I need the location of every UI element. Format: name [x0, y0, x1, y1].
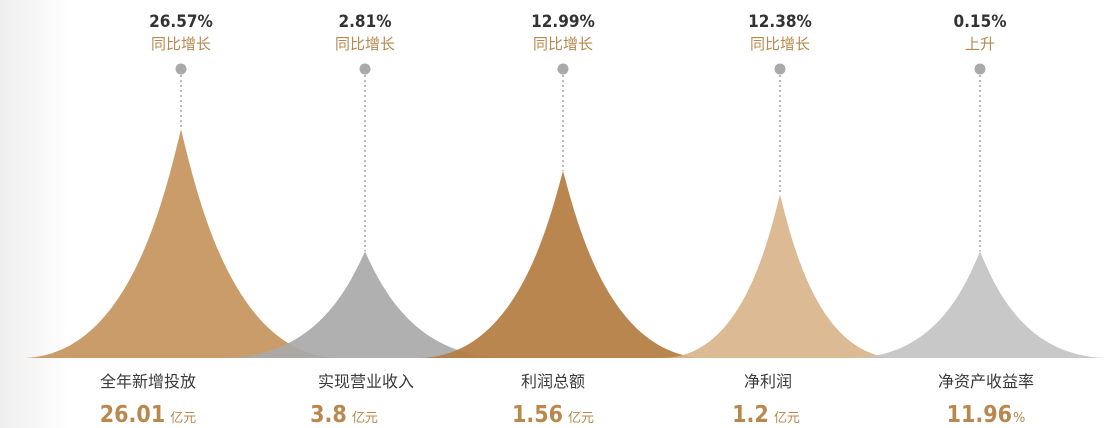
change-text-1: 同比增长: [151, 35, 211, 53]
metric-unit-2: 亿元: [352, 411, 378, 426]
change-text-2: 同比增长: [335, 35, 395, 53]
metric-number-2: 3.8: [310, 402, 347, 428]
change-text-4: 同比增长: [750, 35, 810, 53]
peak-area-2: [222, 251, 508, 358]
metric-label-1: 全年新增投放: [100, 372, 196, 391]
peak-area-3: [418, 170, 708, 358]
change-value-5: 0.15%: [953, 12, 1006, 32]
metric-number-1: 26.01: [100, 402, 165, 428]
metric-number-5: 11.96: [947, 402, 1012, 428]
metric-unit-3: 亿元: [568, 411, 594, 426]
metric-value-5: 11.96%: [947, 402, 1026, 428]
metric-unit-1: 亿元: [170, 411, 196, 426]
metric-label-4: 净利润: [744, 372, 792, 391]
metric-label-2: 实现营业收入: [318, 372, 414, 391]
metric-unit-5: %: [1013, 411, 1025, 426]
peak-area-5: [850, 251, 1109, 358]
change-value-2: 2.81%: [338, 12, 391, 32]
peak-area-4: [662, 194, 898, 358]
metric-value-2: 3.8 亿元: [310, 402, 378, 428]
marker-dot-1: [175, 63, 187, 75]
metric-label-5: 净资产收益率: [938, 372, 1034, 391]
metric-label-3: 利润总额: [521, 372, 585, 391]
metric-number-3: 1.56: [512, 402, 563, 428]
metric-value-4: 1.2 亿元: [732, 402, 800, 428]
change-value-4: 12.38%: [748, 12, 812, 32]
change-value-1: 26.57%: [149, 12, 213, 32]
marker-dot-5: [974, 63, 986, 75]
metric-value-1: 26.01 亿元: [100, 402, 196, 428]
marker-dot-3: [557, 63, 569, 75]
metric-unit-4: 亿元: [774, 411, 800, 426]
peak-area-1: [21, 129, 341, 358]
change-text-5: 上升: [965, 35, 995, 53]
marker-dot-4: [774, 63, 786, 75]
marker-dot-2: [359, 63, 371, 75]
metric-value-3: 1.56 亿元: [512, 402, 594, 428]
metric-number-4: 1.2: [732, 402, 769, 428]
change-value-3: 12.99%: [531, 12, 595, 32]
change-text-3: 同比增长: [533, 35, 593, 53]
